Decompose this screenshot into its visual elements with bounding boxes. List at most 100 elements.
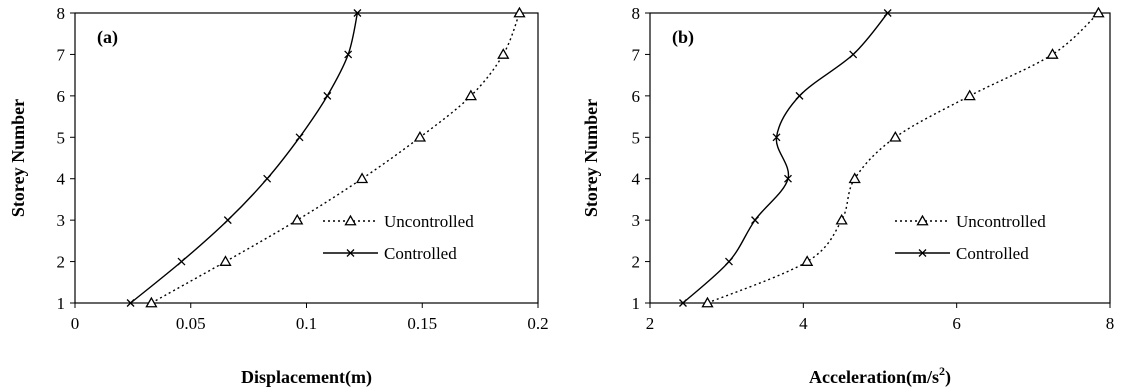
panel-b-legend-uncontrolled-label: Uncontrolled [956, 212, 1046, 231]
panel-b-y-tick-label: 2 [632, 253, 641, 272]
panel-a-plot-frame [74, 12, 539, 304]
panel-a-series-controlled [126, 9, 362, 307]
panel-a-legend-controlled-marker-stroke-b [346, 249, 355, 257]
panel-b-x-axis-label-sup: 2 [939, 364, 945, 378]
panel-b-legend: Uncontrolled Controlled [895, 212, 1046, 263]
panel-b-series-controlled-point-stroke-b [849, 50, 858, 59]
panel-a-series-controlled-point-stroke-b [323, 91, 332, 100]
panel-b-y-tick-label: 7 [632, 45, 641, 64]
panel-b-y-tick-label: 3 [632, 211, 641, 230]
panel-b-series-controlled-point [849, 50, 858, 59]
panel-b-series-controlled [679, 9, 892, 307]
panel-b-series-uncontrolled-point [848, 172, 861, 184]
panel-a-series-uncontrolled-point [464, 89, 477, 101]
panel-a-series-uncontrolled-point [497, 48, 510, 59]
panel-b-legend-controlled-label: Controlled [956, 244, 1029, 263]
panel-a-series-uncontrolled-point [355, 172, 369, 184]
panel-b-legend-controlled-marker-stroke-b [918, 249, 927, 257]
panel-b-x-tick-label: 6 [952, 314, 961, 333]
panel-a-x-tick-label: 0 [71, 314, 80, 333]
panel-a-y-tick-label: 3 [57, 211, 66, 230]
panel-a-y-tick-label: 6 [57, 87, 66, 106]
panel-b-series-controlled-point [795, 91, 804, 100]
panel-b-series-uncontrolled-point [835, 213, 848, 225]
panel-b-series-controlled-point [883, 9, 892, 17]
panel-b-x-axis-label: Acceleration(m/s2) [809, 364, 951, 388]
panel-a-legend: Uncontrolled Controlled [323, 212, 474, 263]
panel-a-y-tick-label: 1 [57, 294, 66, 313]
panel-a-series-controlled-point [353, 9, 362, 17]
panel-b-series-controlled-point-stroke-b [883, 9, 892, 17]
panel-a-series-uncontrolled-point [291, 213, 304, 225]
panel-a-y-tick-label: 8 [57, 4, 66, 23]
panel-b-series-controlled-point [679, 299, 687, 307]
panel-a-series-uncontrolled-point [145, 296, 158, 308]
panel-a-series-controlled-point-stroke-b [344, 50, 353, 59]
panel-a-series-controlled-point-stroke-b [353, 9, 362, 17]
panel-a-series-uncontrolled-point [413, 130, 427, 142]
panel-b-legend-uncontrolled-marker [916, 214, 929, 226]
panel-b-x-axis-label-text: Acceleration(m/s [809, 367, 939, 388]
panel-a-x-tick-label: 0.2 [527, 314, 548, 333]
panel-a-x-tick-label: 0.05 [176, 314, 206, 333]
panel-b-panel-label: (b) [672, 27, 694, 48]
panel-b-series-uncontrolled [701, 6, 1105, 308]
panel-a-series-controlled-line [130, 12, 359, 304]
panel-a-series-uncontrolled-point [513, 6, 526, 18]
panel-a-series-controlled-point [323, 91, 332, 100]
panel-b-series-uncontrolled-point [701, 296, 714, 308]
panel-a-y-tick-label: 4 [57, 170, 66, 189]
panel-a-series-controlled-point [344, 50, 353, 59]
panel-b-series-uncontrolled-point [889, 130, 902, 142]
panel-a-y-tick-label: 5 [57, 128, 66, 147]
panel-b-series-controlled-point-stroke-b [751, 216, 759, 225]
panel-b-series-controlled-point [751, 216, 759, 225]
panel-b-x-tick-label: 4 [799, 314, 808, 333]
panel-a-series-uncontrolled-line [151, 12, 521, 304]
panel-a-series-controlled-point-stroke-b [295, 133, 304, 142]
panel-a-y-tick-label: 2 [57, 253, 66, 272]
panel-b-series-controlled-point [784, 174, 792, 183]
panel-b-x-tick-label: 2 [646, 314, 655, 333]
panel-a-series-controlled-point [177, 257, 186, 266]
panel-b-series-uncontrolled-line [707, 12, 1099, 304]
panel-a-x-axis-label-text: Displacement(m) [241, 367, 372, 388]
panel-b-y-tick-label: 5 [632, 128, 641, 147]
panel-a-series-controlled-point-stroke-b [223, 216, 232, 225]
panel-a-x-tick-label: 0.15 [407, 314, 437, 333]
panel-b-series-controlled-line [682, 12, 889, 304]
panel-b-series-uncontrolled-point [1046, 48, 1059, 59]
panel-b-series-uncontrolled-point [801, 255, 814, 266]
panel-b-series-controlled-point [725, 257, 733, 266]
panel-b-series-controlled-point-stroke-b [679, 299, 687, 307]
panel-a: 0 0.05 0.1 0.15 0.2 1 2 3 4 5 6 7 8 Displacement(m) St… [8, 4, 549, 388]
panel-b-y-tick-label: 8 [632, 4, 641, 23]
panel-a-panel-label: (a) [97, 27, 118, 48]
panel-b-y-tick-label: 1 [632, 294, 641, 313]
panel-b-x-axis-label-end: ) [945, 367, 951, 388]
panel-a-series-controlled-point [126, 299, 135, 307]
panel-b-y-tick-label: 6 [632, 87, 641, 106]
panel-a-x-tick-label: 0.1 [296, 314, 317, 333]
panel-a-series-uncontrolled-point [219, 255, 232, 266]
panel-a-y-tick-label: 7 [57, 45, 66, 64]
panel-a-x-axis-label: Displacement(m) [241, 367, 372, 388]
panel-b-series-controlled-point-stroke-b [795, 91, 804, 100]
panel-b-plot-frame [649, 12, 1111, 304]
panel-a-series-uncontrolled [145, 6, 526, 308]
panel-b-series-controlled-point-stroke-b [784, 174, 792, 183]
panel-b-y-tick-label: 4 [632, 170, 641, 189]
panel-a-legend-uncontrolled-marker [344, 214, 357, 226]
panel-a-series-controlled-point [295, 133, 304, 142]
panel-b-series-controlled-point-stroke-b [725, 257, 733, 266]
panel-b-y-axis-label: Storey Number [581, 99, 601, 217]
panel-a-legend-uncontrolled-label: Uncontrolled [384, 212, 474, 231]
panel-a-y-axis-label: Storey Number [8, 99, 28, 217]
panel-a-legend-controlled-label: Controlled [384, 244, 457, 263]
panel-a-legend-controlled-marker [346, 249, 355, 257]
panel-a-series-controlled-point-stroke-b [177, 257, 186, 266]
panel-b-series-controlled-point-stroke-b [772, 133, 781, 142]
panel-b-series-controlled-point [772, 133, 781, 142]
panel-a-series-controlled-point [223, 216, 232, 225]
